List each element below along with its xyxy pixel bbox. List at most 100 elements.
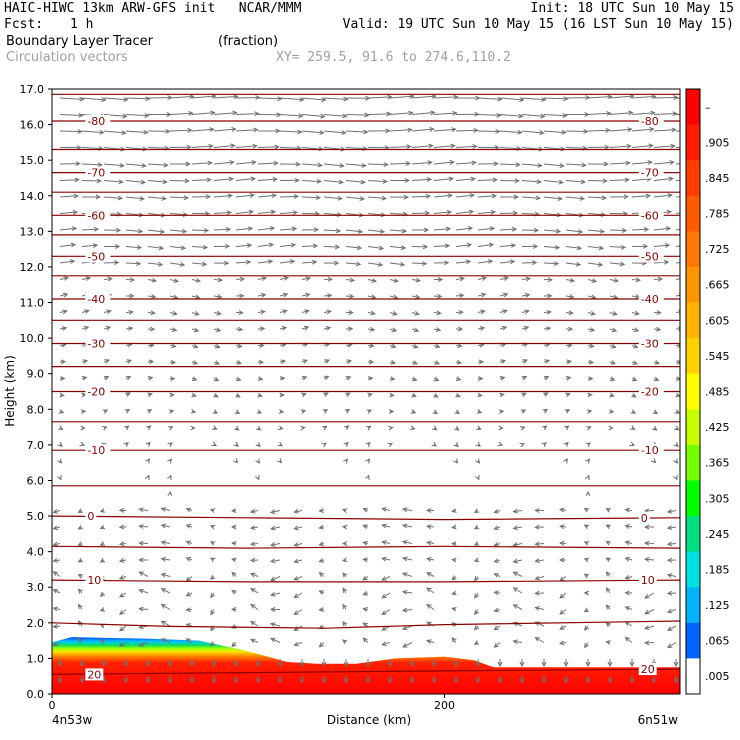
vector-arrow (365, 474, 370, 481)
vector-arrow (605, 524, 611, 529)
vector-arrow (269, 509, 281, 515)
vector-arrow (675, 276, 680, 280)
vector-arrow (587, 161, 609, 167)
contour-label: 10 (641, 574, 655, 587)
y-tick-label: 15.0 (20, 154, 45, 167)
vector-arrow (124, 408, 131, 414)
vector-arrow (190, 425, 196, 431)
vector-arrow (257, 292, 267, 298)
vector-arrow (279, 194, 300, 199)
vector-arrow (499, 129, 523, 135)
vector-arrow (345, 392, 351, 398)
vector-arrow (605, 587, 611, 594)
vector-arrow (543, 129, 567, 135)
vector-arrow (475, 458, 481, 464)
vector-arrow (499, 325, 508, 331)
vector-arrow (477, 209, 497, 215)
vector-arrow (381, 540, 391, 545)
vector-arrow (559, 507, 567, 513)
vector-arrow (455, 293, 465, 299)
vector-arrow (99, 508, 106, 513)
vector-arrow (191, 376, 198, 382)
vector-arrow (269, 622, 281, 627)
contour-label: -70 (641, 167, 659, 180)
temperature-contours: 20 20 10 10 0 0 -10 -10 -20 -20 -30 -30 -40 -40 -50 -50… (52, 93, 680, 681)
vector-arrow (455, 95, 481, 101)
vector-arrow (587, 245, 605, 251)
vector-arrow (455, 160, 477, 166)
vector-arrow (256, 409, 263, 414)
contour-label: -60 (641, 209, 659, 222)
colorbar-label: .665 (705, 279, 730, 292)
contour-label-bg (638, 115, 664, 128)
vector-arrow (235, 160, 257, 165)
vector-arrow (231, 590, 237, 595)
vector-arrow (189, 675, 195, 684)
contour-label-bg (638, 250, 664, 263)
vector-arrow (231, 571, 237, 577)
vector-arrow (387, 675, 393, 684)
vector-arrow (451, 607, 457, 612)
y-tick-label: 17.0 (20, 83, 45, 96)
vector-arrow (666, 608, 677, 614)
contour-label: -60 (87, 209, 105, 222)
vector-arrow (477, 145, 500, 150)
contour-label: -30 (87, 337, 105, 350)
vector-arrow (493, 642, 501, 648)
vector-arrow (212, 425, 218, 430)
y-tick-label: 3.0 (27, 581, 45, 594)
vector-arrow (257, 128, 281, 134)
vector-arrow (210, 592, 216, 599)
vector-arrow (624, 636, 633, 643)
vector-arrow (145, 458, 151, 464)
vector-arrow (512, 508, 523, 514)
vector-arrow (433, 110, 458, 116)
vector-arrow (81, 325, 90, 331)
vector-arrow (534, 524, 545, 530)
vector-arrow (342, 603, 348, 610)
contour-label: 0 (87, 510, 94, 523)
contour-label-bg (85, 209, 111, 222)
colorbar-swatch (686, 587, 700, 624)
vector-arrow (477, 376, 484, 381)
vector-arrow (609, 294, 619, 300)
vector-arrow (230, 607, 237, 612)
contour-label-bg (638, 166, 664, 179)
y-tick-label: 16.0 (20, 119, 45, 132)
vector-arrow (543, 96, 569, 102)
vector-arrow (52, 525, 61, 531)
vector-arrow (425, 540, 435, 546)
vector-arrow (343, 441, 349, 447)
vector-arrow (279, 376, 286, 381)
y-tick-label: 12.0 (20, 261, 45, 274)
vector-arrow (455, 326, 464, 332)
vector-arrow (631, 243, 649, 249)
vector-arrow (318, 642, 325, 648)
vector-arrow (257, 359, 265, 365)
vector-arrow (521, 260, 538, 266)
vector-arrow (631, 227, 650, 232)
vector-arrow (233, 675, 239, 684)
vector-arrow (631, 193, 652, 199)
vector-arrow (138, 606, 149, 612)
vector-arrow (235, 360, 243, 365)
vector-arrow (631, 126, 655, 132)
vector-arrow (362, 575, 369, 581)
vector-arrow (585, 490, 591, 497)
vector-arrow (81, 226, 100, 232)
vector-arrow (493, 508, 501, 514)
vector-arrow (541, 442, 547, 448)
vector-arrow (499, 162, 521, 168)
vector-arrow (653, 127, 677, 133)
vector-arrow (52, 571, 61, 577)
vector-arrow (666, 625, 677, 631)
vector-arrow (301, 292, 311, 298)
vector-arrow (402, 642, 413, 648)
vector-arrow (323, 195, 344, 201)
vector-arrow (235, 376, 242, 382)
vector-arrow (278, 425, 284, 430)
vector-arrow (213, 227, 232, 232)
vector-arrow (566, 112, 590, 117)
vector-arrow (191, 143, 214, 149)
vector-arrow (293, 508, 303, 514)
